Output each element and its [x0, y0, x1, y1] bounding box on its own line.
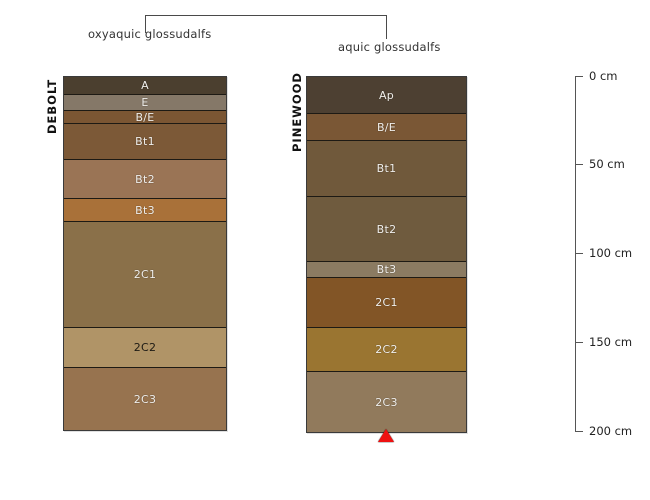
- soil-horizon-label: A: [141, 79, 149, 92]
- soil-horizon: 2C2: [307, 328, 466, 372]
- soil-horizon-label: 2C1: [133, 268, 157, 281]
- soil-horizon-label: 2C1: [375, 296, 398, 309]
- depth-axis-tick: [575, 342, 583, 343]
- soil-horizon: 2C1: [64, 222, 226, 328]
- depth-axis-tick: [575, 76, 583, 77]
- soil-horizon-label: E: [141, 96, 149, 109]
- soil-horizon-label: 2C2: [133, 341, 157, 354]
- depth-axis-tick: [575, 253, 583, 254]
- soil-horizon-label: 2C3: [375, 395, 398, 409]
- soil-horizon-label: B/E: [135, 111, 155, 124]
- soil-horizon-label: Bt2: [135, 172, 155, 186]
- soil-horizon: 2C3: [64, 368, 226, 430]
- soil-horizon-label: 2C2: [375, 343, 398, 356]
- soil-horizon: E: [64, 95, 226, 111]
- classification-bracket-right-arm: [386, 15, 387, 39]
- soil-horizon: A: [64, 77, 226, 95]
- soil-horizon: Bt1: [64, 124, 226, 160]
- classification-label-aquic: aquic glossudalfs: [338, 40, 441, 54]
- classification-bracket-left-arm: [145, 15, 146, 33]
- soil-horizon-label: Bt3: [376, 263, 397, 276]
- depth-axis-tick-label: 100 cm: [589, 246, 633, 260]
- soil-horizon: Bt2: [64, 160, 226, 199]
- depth-axis-tick: [575, 431, 583, 432]
- soil-horizon: Bt3: [64, 199, 226, 222]
- soil-horizon-label: Bt1: [135, 135, 155, 148]
- soil-horizon-label: Bt2: [376, 222, 397, 236]
- profile-name-debolt: DEBOLT: [45, 78, 59, 134]
- depth-axis-tick: [575, 164, 583, 165]
- depth-axis-tick-label: 50 cm: [589, 157, 625, 171]
- profile-name-pinewood: PINEWOOD: [290, 72, 304, 152]
- water-table-marker-icon: [378, 429, 394, 442]
- soil-horizon-label: Ap: [378, 88, 395, 102]
- depth-axis-tick-label: 150 cm: [589, 335, 633, 349]
- soil-horizon-label: Bt1: [376, 162, 397, 175]
- classification-label-oxyaquic: oxyaquic glossudalfs: [88, 27, 212, 41]
- soil-horizon: B/E: [307, 114, 466, 141]
- classification-bracket-top: [145, 15, 387, 16]
- depth-axis-tick-label: 0 cm: [589, 69, 618, 83]
- soil-horizon: Bt3: [307, 262, 466, 278]
- soil-horizon-label: Bt3: [135, 203, 155, 217]
- soil-profile-column-debolt: A E B/E Bt1 Bt2 Bt3 2C1 2C2 2C3: [63, 76, 227, 431]
- depth-axis-tick-label: 200 cm: [589, 424, 633, 438]
- soil-horizon: B/E: [64, 111, 226, 124]
- soil-horizon-label: 2C3: [133, 392, 157, 406]
- soil-horizon: 2C3: [307, 372, 466, 432]
- soil-horizon: Bt1: [307, 141, 466, 197]
- soil-horizon: Bt2: [307, 197, 466, 262]
- soil-profile-column-pinewood: Ap B/E Bt1 Bt2 Bt3 2C1 2C2 2C3: [306, 76, 467, 433]
- soil-horizon: 2C1: [307, 278, 466, 328]
- soil-horizon: Ap: [307, 77, 466, 114]
- soil-horizon: 2C2: [64, 328, 226, 368]
- soil-horizon-label: B/E: [376, 120, 397, 134]
